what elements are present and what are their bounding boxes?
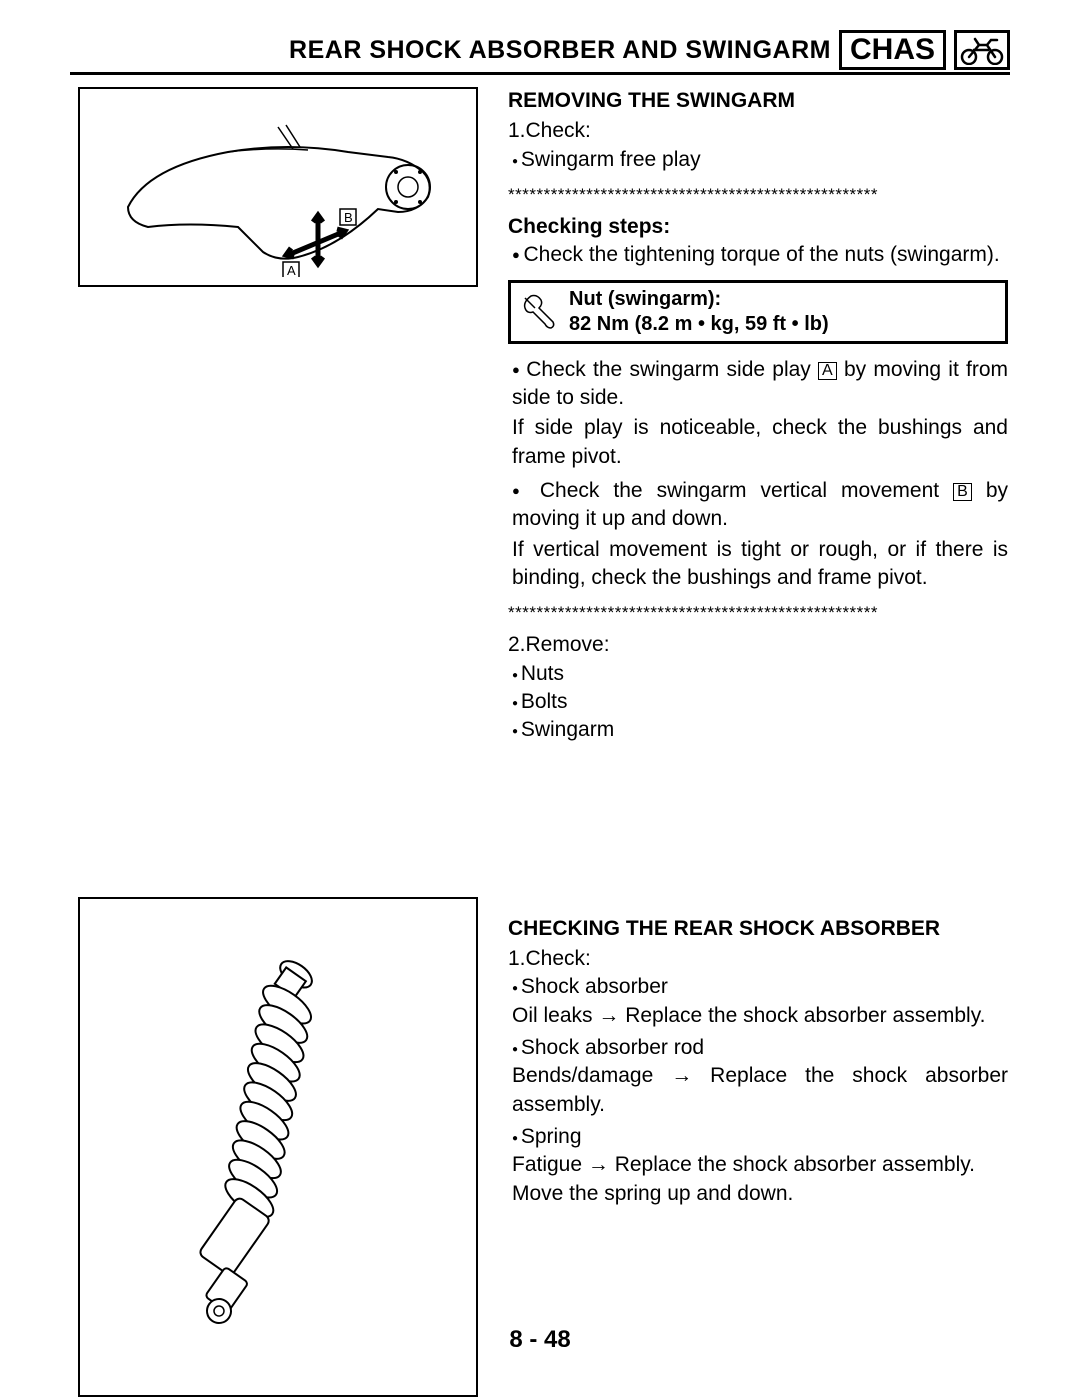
step-2-remove-label: 2.Remove:: [508, 631, 1008, 659]
check-side-play-item: Check the swingarm side play A by moving…: [512, 356, 1008, 471]
side-play-note: If side play is noticeable, check the bu…: [512, 414, 1008, 471]
page-title: REAR SHOCK ABSORBER AND SWINGARM: [289, 36, 831, 65]
step-1-check-label: 1.Check:: [508, 117, 1008, 145]
section-heading-removing: REMOVING THE SWINGARM: [508, 87, 1008, 115]
check-vertical-item: Check the swingarm vertical movement B b…: [512, 477, 1008, 592]
checking-steps-heading: Checking steps:: [508, 213, 1008, 241]
remove-item-nuts: Nuts: [512, 660, 1008, 688]
separator-stars-2: ****************************************…: [508, 602, 1008, 625]
page-header: REAR SHOCK ABSORBER AND SWINGARM CHAS: [70, 30, 1010, 75]
check-torque-item: Check the tightening torque of the nuts …: [512, 241, 1008, 269]
svg-text:A: A: [287, 263, 296, 277]
spec-title: Nut (swingarm):: [569, 287, 829, 312]
separator-stars: ****************************************…: [508, 184, 1008, 207]
svg-text:B: B: [344, 210, 353, 225]
motorcycle-icon: [954, 30, 1010, 70]
torque-spec-box: Nut (swingarm): 82 Nm (8.2 m • kg, 59 ft…: [508, 280, 1008, 344]
wrench-icon: [519, 292, 559, 332]
check-item-freeplay: Swingarm free play: [512, 146, 1008, 174]
remove-item-bolts: Bolts: [512, 688, 1008, 716]
spec-value: 82 Nm (8.2 m • kg, 59 ft • lb): [569, 312, 829, 337]
shock-step1-label: 1.Check:: [508, 945, 1008, 973]
shock-absorber-diagram: [78, 897, 478, 1397]
shock-item-3: Spring Fatigue → Replace the shock absor…: [512, 1123, 1008, 1208]
shock-item-2: Shock absorber rod Bends/damage → Replac…: [512, 1034, 1008, 1119]
shock-item-1: Shock absorber Oil leaks → Replace the s…: [512, 973, 1008, 1030]
section-tab: CHAS: [839, 30, 946, 70]
ref-letter-b: B: [953, 483, 972, 501]
remove-item-swingarm: Swingarm: [512, 716, 1008, 744]
page-number: 8 - 48: [70, 1326, 1010, 1354]
section-heading-checking-shock: CHECKING THE REAR SHOCK ABSORBER: [508, 915, 1008, 943]
vertical-note: If vertical movement is tight or rough, …: [512, 536, 1008, 593]
swingarm-diagram: B A: [78, 87, 478, 287]
ref-letter-a: A: [818, 362, 837, 380]
